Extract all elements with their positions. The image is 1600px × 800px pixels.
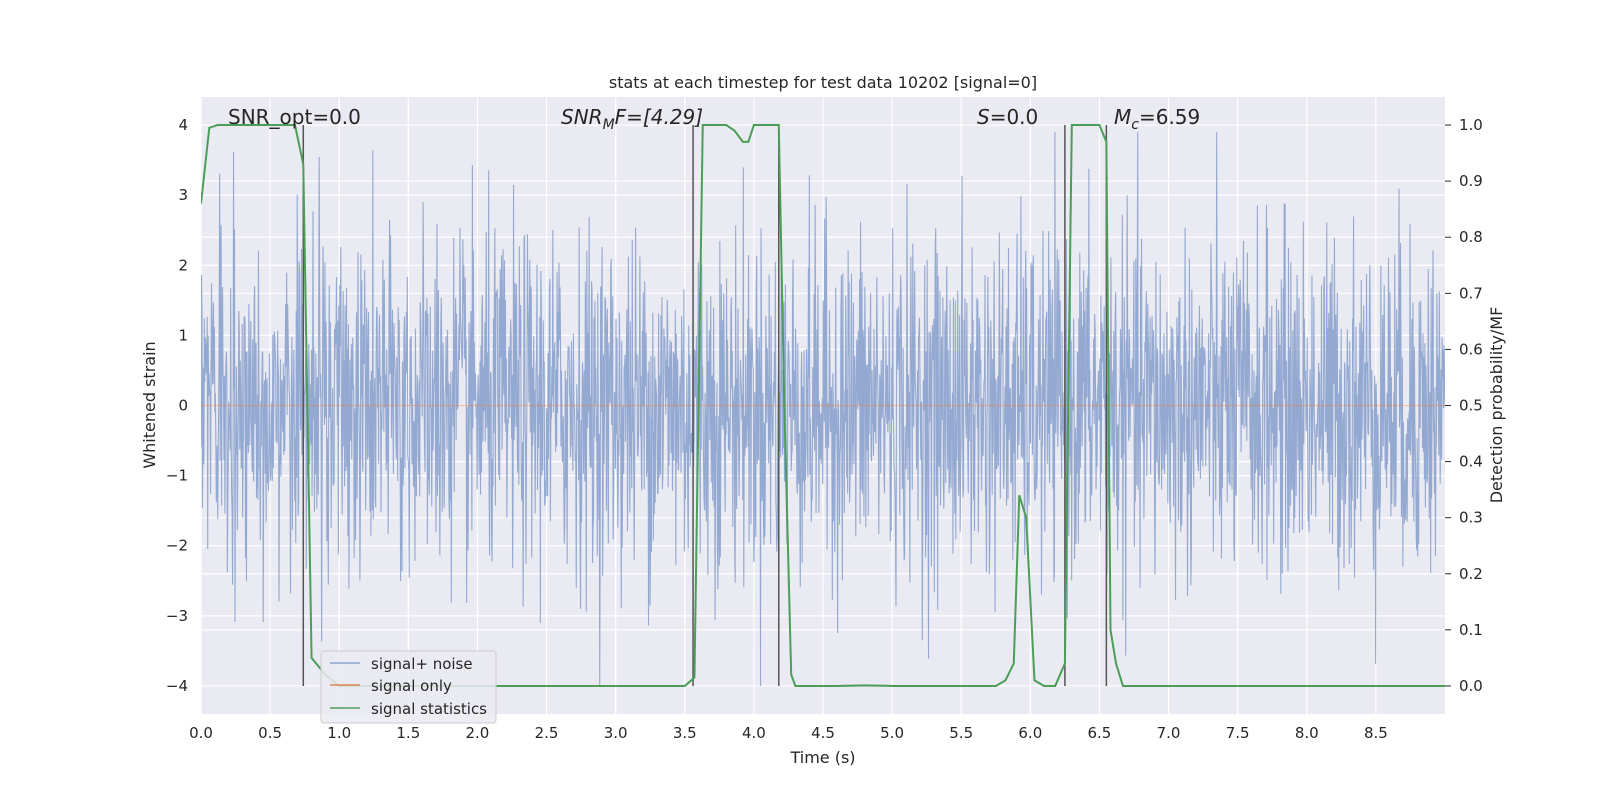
x-tick-label: 2.0: [466, 724, 490, 742]
y2-tick-label: 1.0: [1459, 116, 1483, 134]
legend: signal+ noise signal only signal statist…: [320, 650, 497, 724]
annotation-snr-mf-base: SNR: [561, 105, 603, 129]
annotation-mc: Mc=6.59: [1114, 105, 1200, 133]
x-tick-label: 3.5: [673, 724, 697, 742]
y2-tick-label: 0.8: [1459, 228, 1483, 246]
signal-noise-series: [201, 132, 1445, 686]
legend-label-signal-noise: signal+ noise: [371, 655, 473, 673]
annotation-s-rest: =0.0: [990, 105, 1039, 129]
legend-label-signal-statistics: signal statistics: [371, 700, 487, 718]
y2-tick-label: 0.2: [1459, 565, 1483, 583]
annotation-mc-rest: =6.59: [1139, 105, 1200, 129]
x-tick-label: 0.0: [189, 724, 213, 742]
y2-axis-label: Detection probability/MF: [1487, 307, 1506, 504]
y2-tick-label: 0.7: [1459, 284, 1483, 302]
y2-tick-label: 0.3: [1459, 509, 1483, 527]
x-tick-label: 6.5: [1088, 724, 1112, 742]
legend-label-signal-only: signal only: [371, 677, 452, 695]
annotation-mc-base: M: [1114, 105, 1131, 129]
x-tick-label: 0.5: [258, 724, 282, 742]
annotation-s-var: S: [977, 105, 990, 129]
y2-tick-label: 0.0: [1459, 677, 1483, 695]
x-axis-label: Time (s): [789, 748, 855, 767]
y-tick-label: −4: [166, 677, 188, 695]
annotation-snr-mf: SNRMF=[4.29]: [561, 105, 703, 133]
annotation-mc-sub: c: [1131, 117, 1139, 133]
y2-tick-label: 0.5: [1459, 397, 1483, 415]
y2-tick-labels: 1.0 0.9 0.8 0.7 0.6 0.5 0.4 0.3 0.2 0.1 0.0: [1445, 116, 1483, 695]
x-tick-label: 8.0: [1295, 724, 1319, 742]
x-tick-label: 4.0: [742, 724, 766, 742]
x-tick-label: 3.0: [604, 724, 628, 742]
y-tick-labels: 4 3 2 1 0 −1 −2 −3 −4: [166, 116, 188, 695]
y-tick-label: −3: [166, 607, 188, 625]
x-tick-label: 4.5: [811, 724, 835, 742]
annotation-snr-mf-rest: F=[4.29]: [615, 105, 703, 129]
x-tick-label: 5.5: [949, 724, 973, 742]
y-tick-label: 0: [178, 397, 188, 415]
x-tick-label: 1.0: [327, 724, 351, 742]
annotation-s: S=0.0: [977, 105, 1038, 129]
y-tick-label: 1: [178, 326, 188, 344]
y2-tick-label: 0.6: [1459, 340, 1483, 358]
x-tick-label: 2.5: [535, 724, 559, 742]
y-tick-label: 4: [178, 116, 188, 134]
y-tick-label: −1: [166, 467, 188, 485]
x-tick-label: 1.5: [396, 724, 420, 742]
x-tick-label: 5.0: [880, 724, 904, 742]
x-tick-label: 7.5: [1226, 724, 1250, 742]
x-tick-label: 7.0: [1157, 724, 1181, 742]
signal-noise-line: [201, 132, 1445, 686]
y-tick-label: 2: [178, 256, 188, 274]
y-tick-label: −2: [166, 537, 188, 555]
y2-tick-label: 0.1: [1459, 621, 1483, 639]
x-tick-labels: 0.0 0.5 1.0 1.5 2.0 2.5 3.0 3.5 4.0 4.5 5.0 5.5 6.0 6…: [189, 724, 1388, 742]
y-axis-label: Whitened strain: [140, 341, 159, 468]
x-tick-label: 8.5: [1364, 724, 1388, 742]
x-tick-label: 6.0: [1018, 724, 1042, 742]
chart-title: stats at each timestep for test data 102…: [609, 73, 1037, 92]
legend-box: [320, 650, 497, 724]
y2-tick-label: 0.9: [1459, 172, 1483, 190]
y2-tick-label: 0.4: [1459, 453, 1483, 471]
annotation-snr-opt: SNR_opt=0.0: [228, 105, 361, 129]
annotation-snr-mf-sub: M: [603, 117, 615, 133]
y-tick-label: 3: [178, 186, 188, 204]
